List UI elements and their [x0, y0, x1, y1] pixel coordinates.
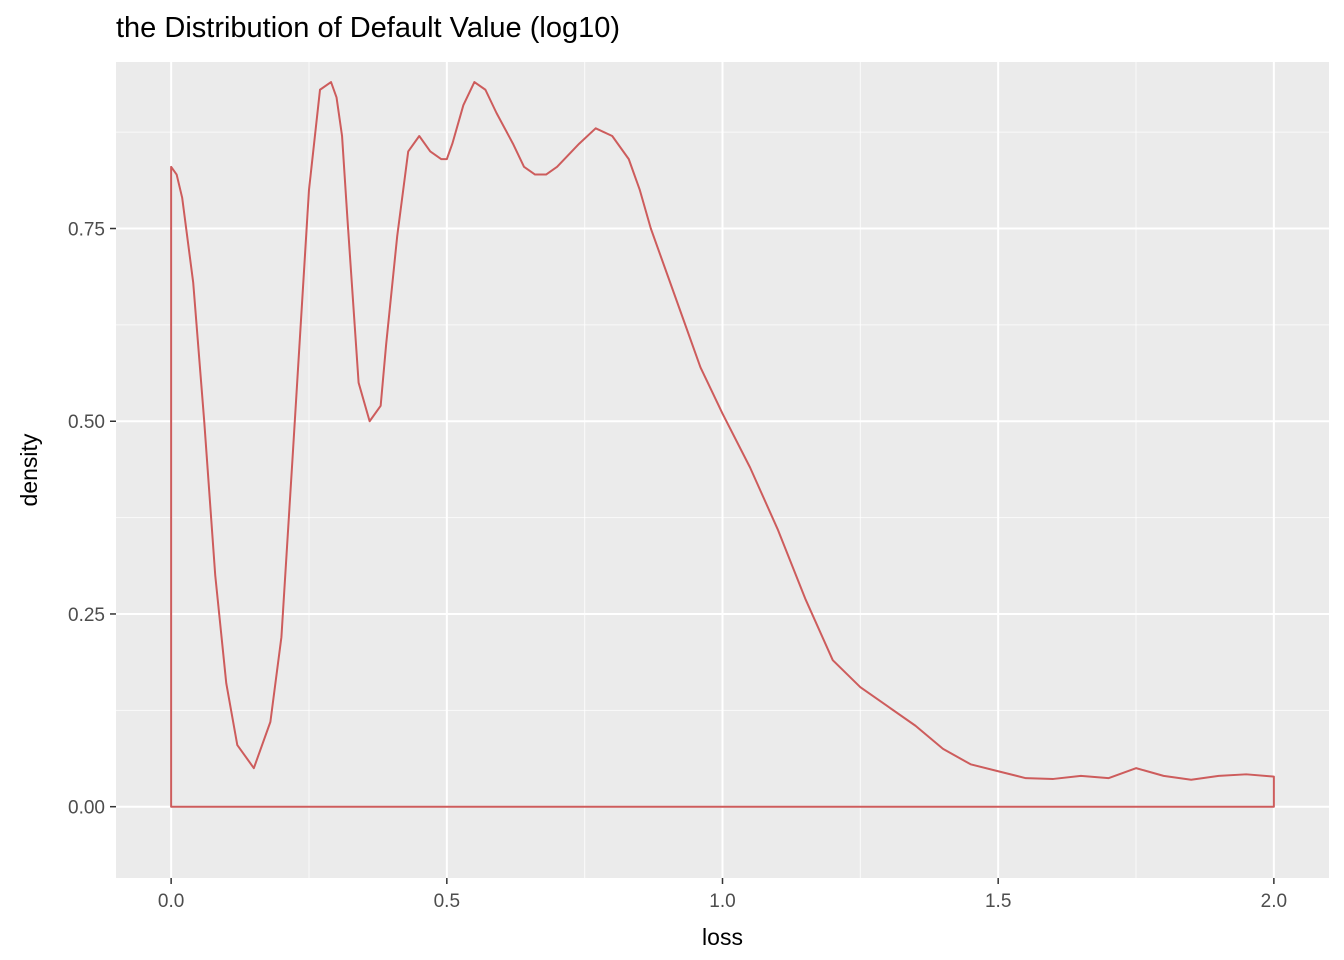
- x-tick-label: 1.5: [985, 891, 1011, 912]
- x-axis-title: loss: [702, 924, 743, 950]
- x-tick-label: 1.0: [709, 891, 735, 912]
- x-tick-label: 2.0: [1261, 891, 1287, 912]
- x-tick-label: 0.5: [434, 891, 460, 912]
- y-tick-label: 0.50: [68, 412, 105, 433]
- chart-title: the Distribution of Default Value (log10…: [116, 12, 621, 44]
- y-axis: 0.00 0.25 0.50 0.75: [68, 220, 116, 819]
- y-axis-title: density: [16, 433, 42, 506]
- x-tick-label: 0.0: [158, 891, 184, 912]
- y-tick-label: 0.75: [68, 220, 105, 241]
- density-curve: [170, 81, 1275, 808]
- y-tick-label: 0.25: [68, 605, 105, 626]
- y-tick-label: 0.00: [68, 798, 105, 819]
- x-axis: 0.0 0.5 1.0 1.5 2.0: [158, 878, 1287, 912]
